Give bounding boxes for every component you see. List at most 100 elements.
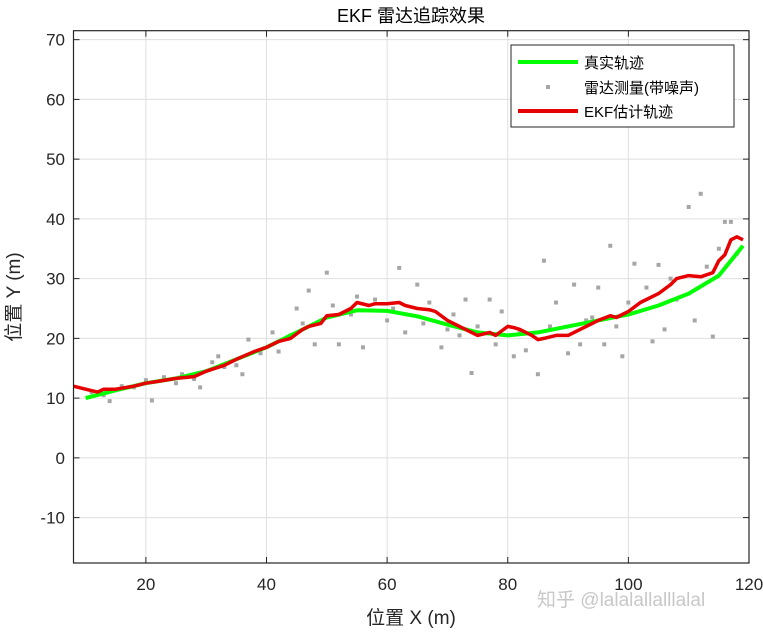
measurement-point bbox=[324, 270, 329, 275]
measurement-point bbox=[234, 363, 239, 368]
measurement-point bbox=[445, 327, 450, 332]
measurement-point bbox=[590, 315, 595, 320]
measurement-point bbox=[686, 204, 691, 209]
legend-label-true: 真实轨迹 bbox=[584, 54, 644, 72]
measurement-point bbox=[149, 398, 154, 403]
legend-label-ekf: EKF估计轨迹 bbox=[584, 104, 673, 121]
y-tick-label: 60 bbox=[46, 90, 65, 109]
measurement-point bbox=[198, 385, 203, 390]
legend: 真实轨迹 雷达测量(带噪声) EKF估计轨迹 bbox=[510, 44, 735, 128]
measurement-point bbox=[475, 324, 480, 329]
measurement-point bbox=[276, 349, 281, 354]
x-tick-label: 60 bbox=[378, 575, 397, 594]
measurement-point bbox=[192, 376, 197, 381]
chart-title: EKF 雷达追踪效果 bbox=[337, 6, 485, 26]
measurement-point bbox=[258, 351, 263, 356]
measurement-point bbox=[336, 342, 341, 347]
measurement-point bbox=[246, 337, 251, 342]
ticks: 20 40 60 80 100 120 -10 0 10 20 30 40 50 60 70 bbox=[40, 31, 763, 594]
measurement-point bbox=[511, 354, 516, 359]
measurement-point bbox=[535, 372, 540, 377]
measurement-point bbox=[421, 321, 426, 326]
legend-swatch-measure bbox=[546, 85, 550, 89]
measurement-point bbox=[240, 372, 245, 377]
measurement-point bbox=[632, 261, 637, 266]
measurement-point bbox=[397, 265, 402, 270]
measurement-point bbox=[385, 318, 390, 323]
measurement-point bbox=[668, 276, 673, 281]
measurement-point bbox=[294, 306, 299, 311]
measurement-point bbox=[457, 333, 462, 338]
measurement-point bbox=[427, 300, 432, 305]
measurement-point bbox=[354, 294, 359, 299]
measurement-point bbox=[330, 303, 335, 308]
measurement-point bbox=[361, 345, 365, 350]
measurement-point bbox=[451, 312, 456, 317]
measurement-point bbox=[692, 318, 697, 323]
measurement-point bbox=[644, 285, 649, 290]
measurement-point bbox=[499, 309, 504, 314]
measurement-point bbox=[547, 324, 552, 329]
x-tick-label: 20 bbox=[136, 575, 155, 594]
marks bbox=[73, 191, 745, 404]
y-tick-label: 10 bbox=[46, 389, 65, 408]
measurement-point bbox=[578, 342, 583, 347]
measurement-point bbox=[119, 384, 124, 389]
y-tick-label: 0 bbox=[56, 449, 65, 468]
measurement-point bbox=[210, 360, 215, 365]
measurement-point bbox=[348, 312, 353, 317]
x-axis-label: 位置 X (m) bbox=[366, 607, 456, 629]
measurement-point bbox=[523, 348, 528, 353]
ekf-estimate-line bbox=[73, 235, 744, 394]
measurement-point bbox=[373, 297, 378, 302]
y-tick-label: 70 bbox=[46, 31, 65, 50]
measurement-point bbox=[312, 342, 317, 347]
y-tick-label: 40 bbox=[46, 210, 65, 229]
y-tick-label: 20 bbox=[46, 329, 65, 348]
axes-box bbox=[72, 30, 750, 564]
measurement-point bbox=[415, 282, 420, 287]
measurement-point bbox=[161, 375, 166, 380]
measurement-point bbox=[541, 258, 546, 263]
measurement-point bbox=[596, 285, 601, 290]
grid bbox=[73, 30, 750, 563]
measurement-point bbox=[656, 262, 661, 267]
measurement-point bbox=[439, 345, 444, 350]
y-tick-label: 50 bbox=[46, 150, 65, 169]
measurement-point bbox=[107, 399, 112, 404]
measurement-point bbox=[608, 243, 613, 248]
measurement-point bbox=[722, 219, 727, 224]
measurement-point bbox=[493, 342, 498, 347]
measurement-point bbox=[716, 246, 721, 251]
y-tick-label: -10 bbox=[40, 509, 65, 528]
measurement-point bbox=[584, 318, 589, 323]
measurement-point bbox=[710, 334, 715, 339]
true-trajectory-line bbox=[85, 244, 745, 401]
measurement-point bbox=[216, 354, 221, 359]
measurement-point bbox=[662, 327, 667, 332]
measurement-point bbox=[300, 321, 305, 326]
measurement-point bbox=[572, 282, 577, 287]
legend-label-measure: 雷达测量(带噪声) bbox=[584, 79, 699, 97]
measurement-point bbox=[566, 351, 571, 356]
measurement-point bbox=[698, 191, 703, 196]
measurement-point bbox=[391, 306, 396, 311]
measurement-point bbox=[403, 330, 408, 335]
measurement-point bbox=[487, 297, 492, 302]
measurement-point bbox=[602, 342, 607, 347]
measurement-point bbox=[554, 300, 558, 305]
measurement-point bbox=[306, 288, 311, 293]
x-tick-label: 120 bbox=[735, 575, 763, 594]
watermark: 知乎 @lalalallalllalal bbox=[537, 589, 705, 611]
y-axis-label: 位置 Y (m) bbox=[3, 252, 25, 341]
measurement-point bbox=[650, 339, 655, 344]
x-tick-label: 80 bbox=[498, 575, 517, 594]
measurement-point bbox=[180, 372, 185, 377]
y-tick-label: 30 bbox=[46, 270, 65, 289]
measurement-point bbox=[270, 330, 275, 335]
x-tick-label: 100 bbox=[614, 575, 642, 594]
measurement-point bbox=[620, 354, 625, 359]
measurement-point bbox=[463, 297, 468, 302]
measurement-point bbox=[704, 264, 709, 269]
